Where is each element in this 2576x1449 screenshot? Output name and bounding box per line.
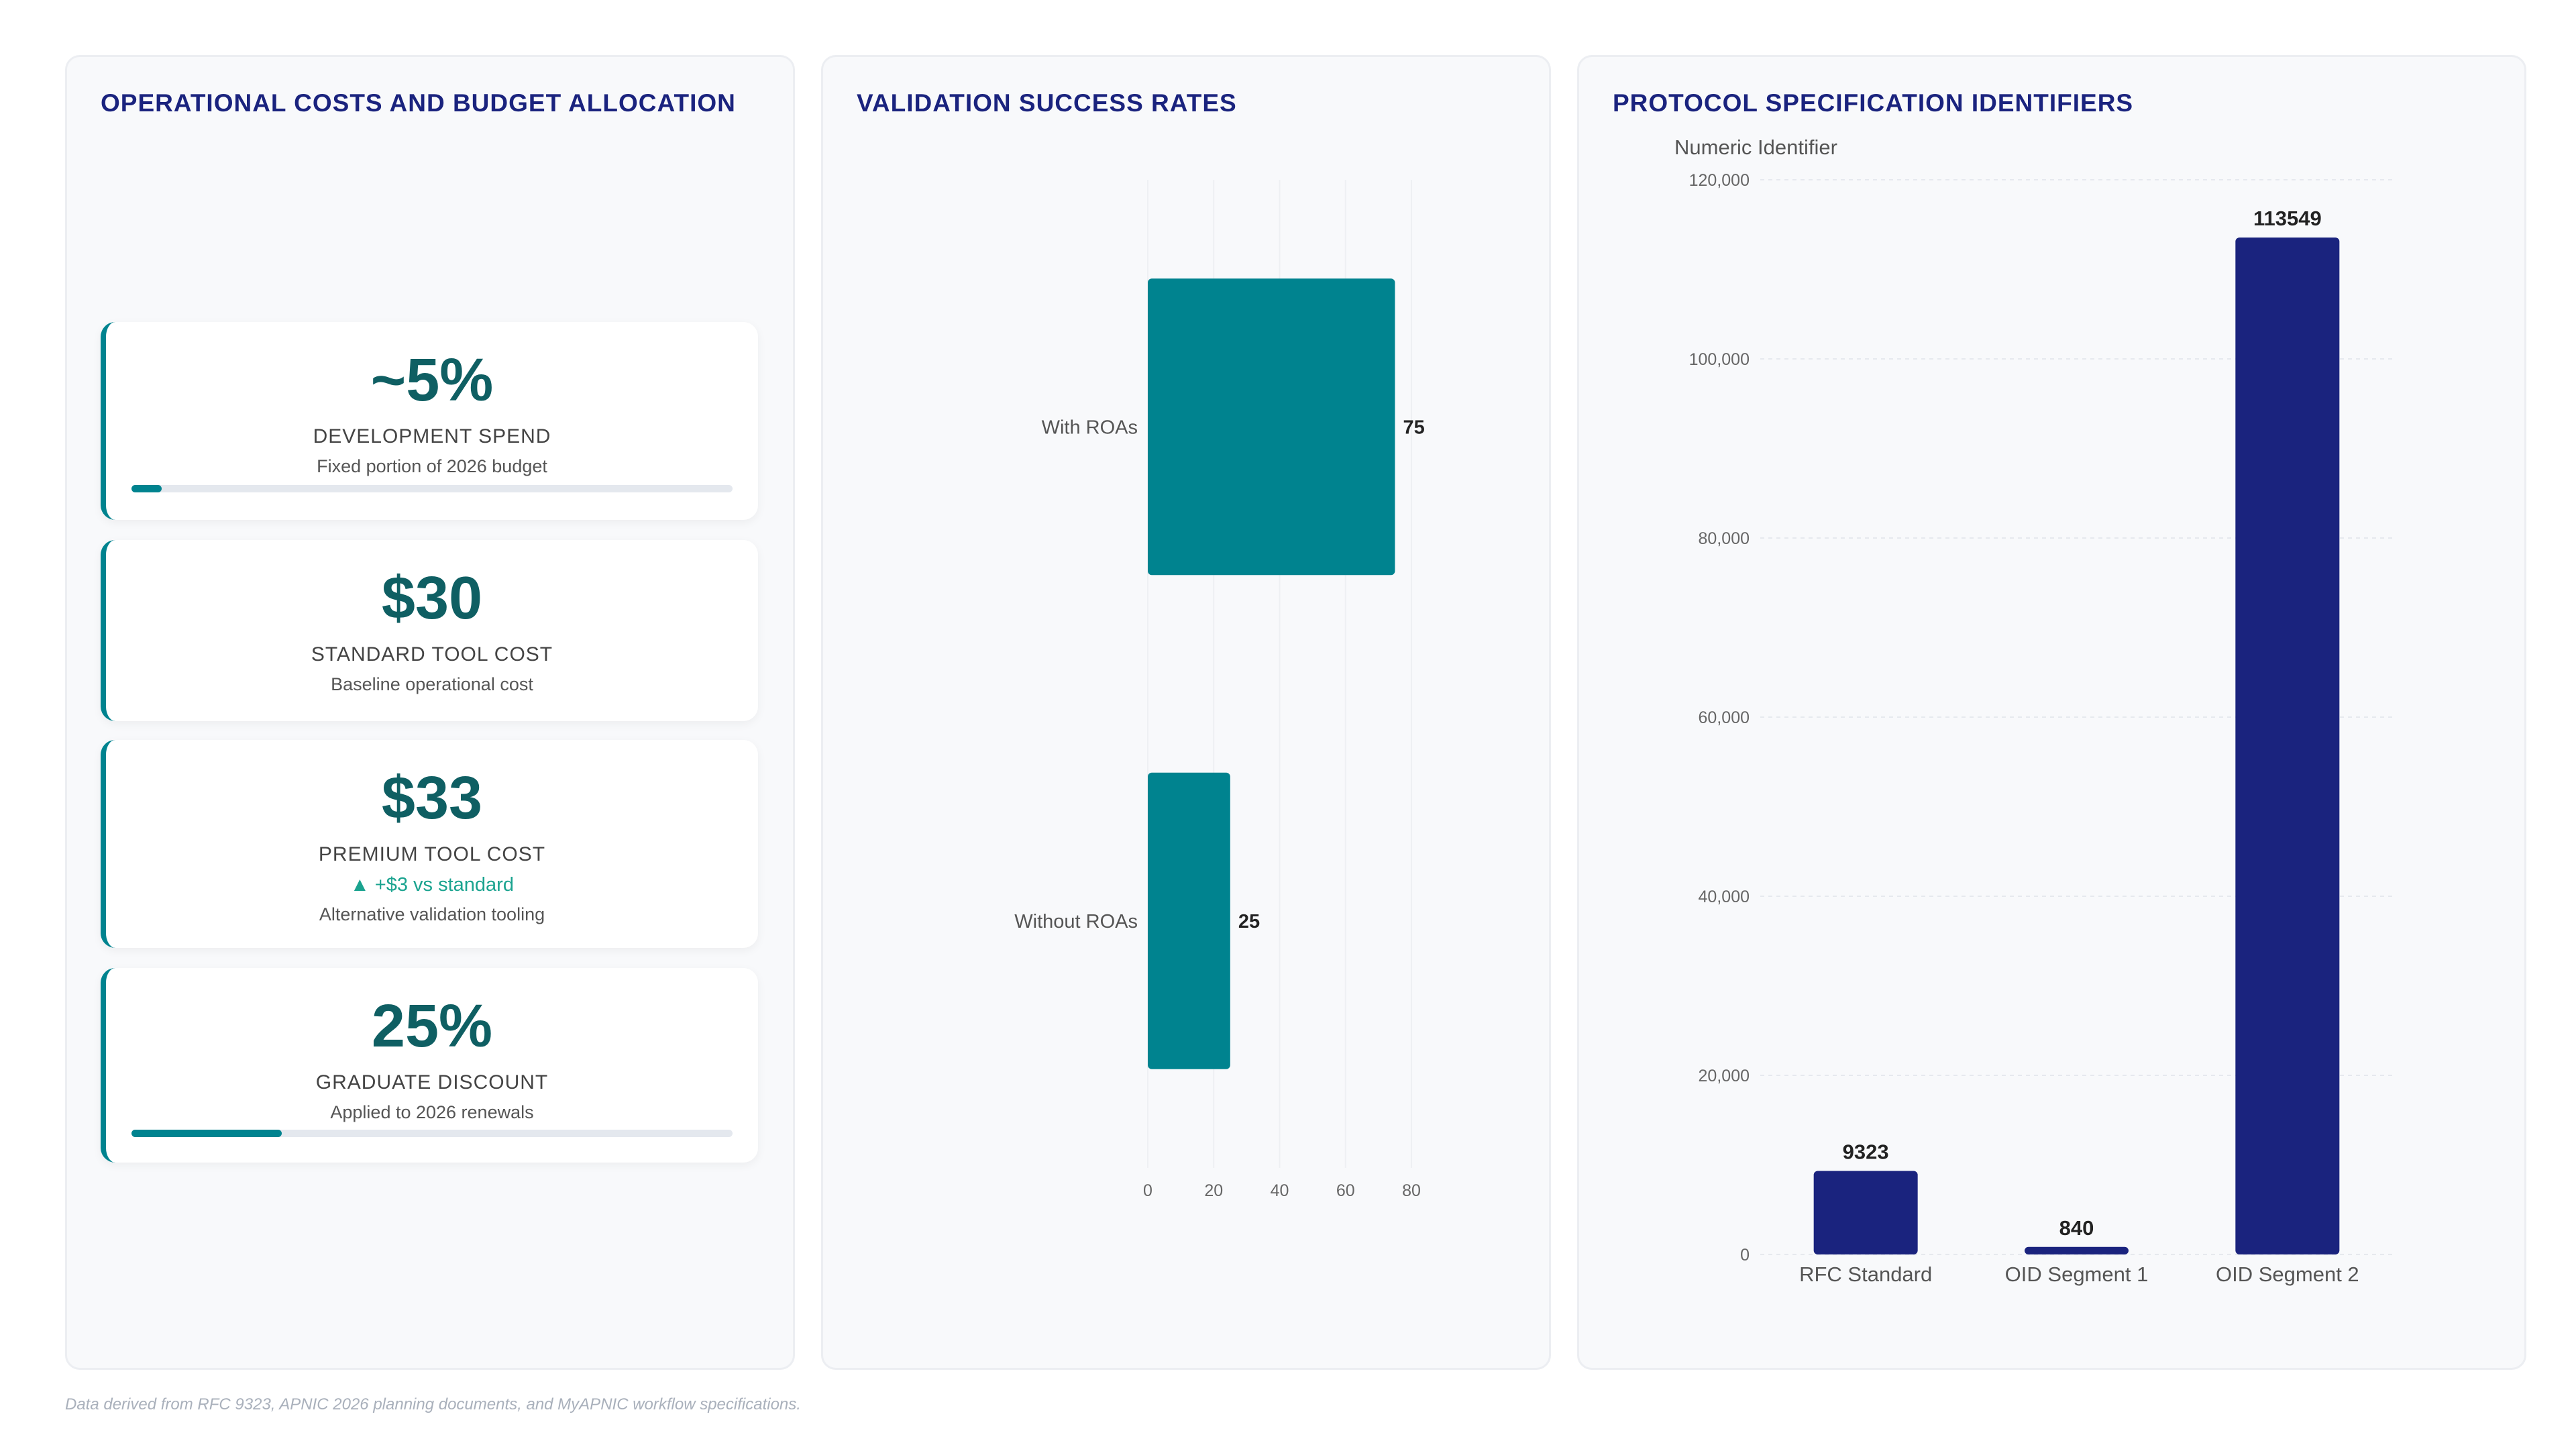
y-tick-label: 120,000 — [1689, 171, 1750, 190]
kpi-card-development-spend: ~5% DEVELOPMENT SPEND Fixed portion of 2… — [101, 322, 758, 520]
data-label: 75 — [1403, 417, 1424, 438]
costs-panel-title: OPERATIONAL COSTS AND BUDGET ALLOCATION — [101, 89, 736, 117]
bar — [1148, 278, 1395, 576]
kpi-value: $30 — [381, 565, 483, 632]
x-tick-label: 40 — [1271, 1181, 1289, 1200]
bar — [1813, 1171, 1918, 1254]
data-label: 25 — [1238, 911, 1260, 932]
footnote: Data derived from RFC 9323, APNIC 2026 p… — [65, 1395, 801, 1413]
y-axis-label: Numeric Identifier — [1674, 136, 1837, 159]
kpi-subtext: Alternative validation tooling — [319, 904, 545, 924]
kpi-label: DEVELOPMENT SPEND — [313, 425, 551, 447]
bar — [2025, 1246, 2129, 1254]
category-label: RFC Standard — [1799, 1263, 1932, 1286]
kpi-label: PREMIUM TOOL COST — [318, 843, 546, 865]
y-tick-label: 100,000 — [1689, 350, 1750, 369]
validation-panel: VALIDATION SUCCESS RATES 0 20 40 60 80 With R… — [821, 55, 1551, 1370]
x-tick-label: 20 — [1204, 1181, 1223, 1200]
data-label: 840 — [2059, 1216, 2094, 1240]
kpi-card-standard-tool-cost: $30 STANDARD TOOL COST Baseline operatio… — [101, 540, 758, 721]
x-tick-label: 0 — [1143, 1181, 1152, 1200]
protocol-panel-title: PROTOCOL SPECIFICATION IDENTIFIERS — [1613, 89, 2134, 117]
y-tick-label: 60,000 — [1699, 708, 1750, 727]
category-label: Without ROAs — [1014, 911, 1138, 932]
kpi-progress-track — [131, 1130, 733, 1137]
kpi-value: 25% — [371, 993, 493, 1060]
bar — [1148, 772, 1230, 1069]
category-label: With ROAs — [1042, 417, 1138, 438]
protocol-bar-chart: 0 20,000 40,000 60,000 80,000 100,000 120,000 N… — [1674, 136, 2393, 1286]
kpi-subtext: Baseline operational cost — [331, 674, 533, 694]
x-tick-label: 80 — [1402, 1181, 1421, 1200]
data-label: 9323 — [1843, 1140, 1889, 1164]
y-tick-label: 0 — [1740, 1246, 1750, 1265]
y-tick-label: 40,000 — [1699, 888, 1750, 906]
kpi-value: $33 — [381, 765, 483, 832]
kpi-delta: ▲ +$3 vs standard — [350, 874, 514, 896]
protocol-panel: PROTOCOL SPECIFICATION IDENTIFIERS 0 20,0… — [1577, 55, 2526, 1370]
kpi-value: ~5% — [370, 347, 494, 414]
data-label: 113549 — [2253, 207, 2322, 230]
kpi-progress-track — [131, 485, 733, 492]
bar — [2235, 237, 2340, 1254]
kpi-progress-fill — [131, 1130, 282, 1137]
kpi-label: GRADUATE DISCOUNT — [315, 1071, 549, 1093]
kpi-subtext: Fixed portion of 2026 budget — [317, 456, 547, 476]
validation-bar-chart: 0 20 40 60 80 With ROAs 75 Without ROAs 25 — [1014, 180, 1425, 1200]
y-tick-label: 80,000 — [1699, 529, 1750, 548]
category-label: OID Segment 1 — [2005, 1263, 2149, 1286]
validation-panel-title: VALIDATION SUCCESS RATES — [857, 89, 1237, 117]
costs-panel: OPERATIONAL COSTS AND BUDGET ALLOCATION … — [65, 55, 795, 1370]
kpi-label: STANDARD TOOL COST — [311, 643, 553, 665]
kpi-subtext: Applied to 2026 renewals — [330, 1102, 534, 1122]
kpi-card-premium-tool-cost: $33 PREMIUM TOOL COST ▲ +$3 vs standard … — [101, 740, 758, 948]
category-label: OID Segment 2 — [2216, 1263, 2359, 1286]
x-tick-label: 60 — [1336, 1181, 1355, 1200]
y-tick-label: 20,000 — [1699, 1067, 1750, 1085]
kpi-card-graduate-discount: 25% GRADUATE DISCOUNT Applied to 2026 re… — [101, 968, 758, 1163]
kpi-progress-fill — [131, 485, 162, 492]
